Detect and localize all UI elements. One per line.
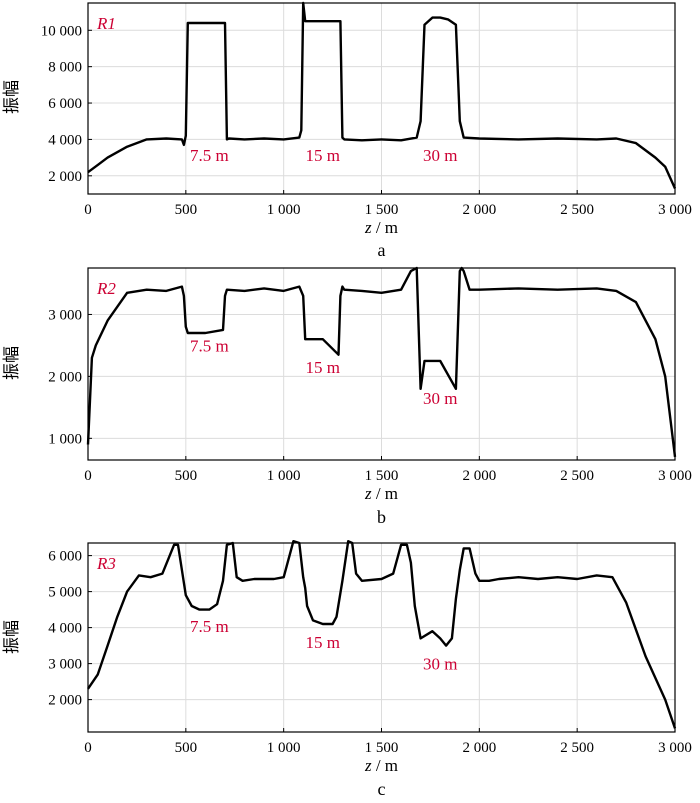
series-name-label: R3 — [96, 554, 116, 573]
y-axis-label: 振幅 — [2, 346, 22, 380]
series-name-label: R1 — [96, 14, 116, 33]
y-tick-label: 10 000 — [41, 23, 82, 39]
width-annotation: 15 m — [306, 358, 340, 377]
y-axis-label: 振幅 — [2, 80, 22, 114]
x-tick-label: 2 500 — [560, 740, 594, 756]
y-tick-label: 2 000 — [48, 369, 82, 385]
series-name-label: R2 — [96, 279, 116, 298]
x-tick-label: 1 500 — [365, 740, 399, 756]
x-tick-label: 2 000 — [462, 202, 496, 218]
x-tick-label: 1 000 — [267, 202, 301, 218]
y-tick-label: 2 000 — [48, 169, 82, 185]
y-tick-label: 5 000 — [48, 585, 82, 601]
x-tick-label: 500 — [175, 740, 198, 756]
y-tick-label: 3 000 — [48, 657, 82, 673]
x-tick-label: 1 500 — [365, 468, 399, 484]
x-tick-label: 0 — [84, 740, 92, 756]
y-tick-label: 3 000 — [48, 307, 82, 323]
x-tick-label: 2 500 — [560, 202, 594, 218]
chart-panel-c: 0 500 1 000 1 500 2 000 2 500 3 000 2 000 3 000 4… — [2, 540, 692, 799]
x-tick-label: 1 500 — [365, 202, 399, 218]
y-tick-label: 6 000 — [48, 549, 82, 565]
y-tick-label: 6 000 — [48, 96, 82, 112]
y-tick-label: 2 000 — [48, 693, 82, 709]
panel-label: b — [377, 507, 386, 527]
x-axis-label: z / m — [364, 218, 398, 237]
chart-panel-a: 0 500 1 000 1 500 2 000 2 500 3 000 2 000 4 000 6… — [2, 1, 692, 260]
x-tick-label: 2 000 — [462, 740, 496, 756]
width-annotation: 7.5 m — [190, 146, 229, 165]
panel-label: a — [378, 240, 386, 260]
width-annotation: 7.5 m — [190, 617, 229, 636]
x-tick-label: 2 000 — [462, 468, 496, 484]
y-tick-label: 4 000 — [48, 621, 82, 637]
y-tick-label: 8 000 — [48, 60, 82, 76]
series-line-R3 — [87, 540, 677, 729]
x-tick-label: 0 — [84, 468, 92, 484]
panel-label: c — [378, 779, 386, 799]
width-annotation: 15 m — [306, 146, 340, 165]
x-tick-label: 1 000 — [267, 740, 301, 756]
x-tick-label: 3 000 — [658, 468, 692, 484]
width-annotation: 15 m — [306, 633, 340, 652]
series-line-R2 — [86, 266, 677, 458]
chart-panel-b: 0 500 1 000 1 500 2 000 2 500 3 000 1 000 2 000 3… — [2, 266, 692, 527]
x-tick-label: 3 000 — [658, 202, 692, 218]
y-tick-label: 4 000 — [48, 132, 82, 148]
x-tick-label: 2 500 — [560, 468, 594, 484]
width-annotation: 30 m — [423, 389, 457, 408]
x-axis-label: z / m — [364, 756, 398, 775]
width-annotation: 7.5 m — [190, 336, 229, 355]
series-line-R1 — [87, 1, 677, 189]
x-tick-label: 0 — [84, 202, 92, 218]
x-tick-label: 3 000 — [658, 740, 692, 756]
x-tick-label: 1 000 — [267, 468, 301, 484]
y-axis-label: 振幅 — [2, 620, 22, 654]
x-tick-label: 500 — [175, 202, 198, 218]
width-annotation: 30 m — [423, 655, 457, 674]
x-tick-label: 500 — [175, 468, 198, 484]
x-axis-label: z / m — [364, 484, 398, 503]
width-annotation: 30 m — [423, 146, 457, 165]
y-tick-label: 1 000 — [48, 431, 82, 447]
